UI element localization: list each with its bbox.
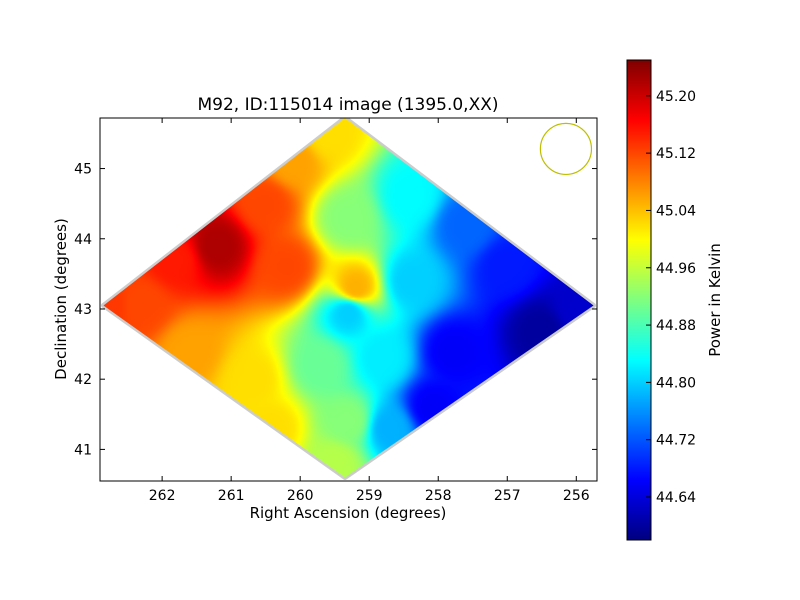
colorbar-tick-label: 44.64 [656, 490, 696, 506]
y-axis-label: Declination (degrees) [52, 218, 70, 380]
x-tick-label: 261 [218, 488, 245, 504]
beam-circle [539, 122, 593, 176]
x-tick-label: 256 [563, 488, 590, 504]
x-tick-label: 262 [149, 488, 176, 504]
y-tick-label: 44 [74, 232, 92, 248]
colorbar-tick-label: 45.04 [656, 203, 696, 219]
x-axis: 262 261 260 259 258 257 256 [149, 118, 590, 504]
plot-frame [99, 117, 598, 482]
colorbar-tick-label: 45.12 [656, 146, 696, 162]
colorbar-gradient [627, 60, 651, 540]
y-tick-label: 41 [74, 442, 92, 458]
y-tick-label: 43 [74, 302, 92, 318]
colorbar-tick-label: 44.80 [656, 375, 696, 391]
main-axes: 262 261 260 259 258 257 256 41 42 43 44 45 M92, ID… [52, 95, 598, 522]
colorbar-tick-label: 44.72 [656, 433, 696, 449]
colorbar-ticks: 44.64 44.72 44.80 44.88 44.96 45.04 45.12 45.20 [646, 89, 696, 506]
colorbar-tick-label: 45.20 [656, 89, 696, 105]
chart-title: M92, ID:115014 image (1395.0,XX) [197, 95, 498, 115]
colorbar-tick-label: 44.96 [656, 261, 696, 277]
x-tick-label: 259 [356, 488, 383, 504]
colorbar-tick-label: 44.88 [656, 318, 696, 334]
colorbar: 44.64 44.72 44.80 44.88 44.96 45.04 45.12 45.20… [626, 59, 724, 541]
colorbar-label: Power in Kelvin [706, 243, 724, 357]
x-axis-label: Right Ascension (degrees) [250, 504, 447, 522]
y-axis: 41 42 43 44 45 [74, 162, 597, 458]
x-tick-label: 257 [494, 488, 521, 504]
x-tick-label: 260 [287, 488, 314, 504]
y-tick-label: 45 [74, 162, 92, 178]
y-tick-label: 42 [74, 372, 92, 388]
x-tick-label: 258 [425, 488, 452, 504]
colorbar-frame [626, 59, 652, 541]
